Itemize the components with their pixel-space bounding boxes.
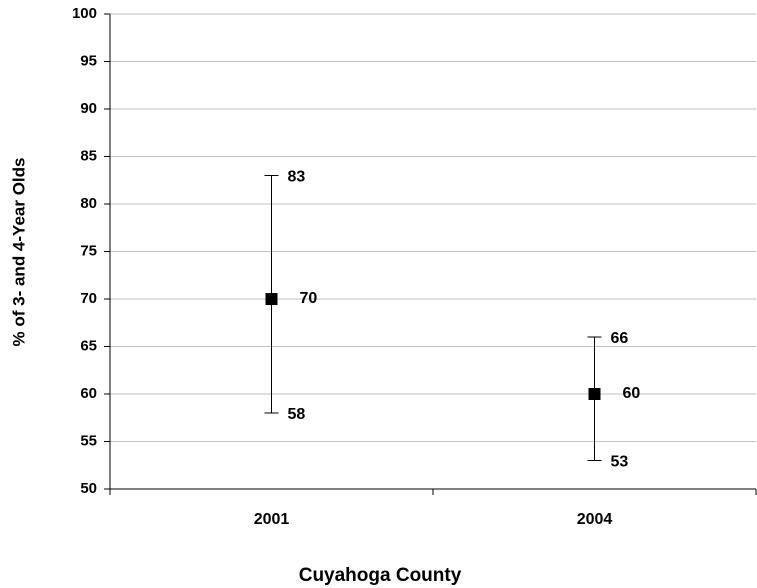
marker: [265, 293, 278, 305]
value-label: 60: [623, 385, 641, 402]
high-label: 66: [611, 330, 629, 347]
y-tick-label: 50: [80, 480, 97, 497]
y-tick-label: 75: [80, 242, 97, 259]
high-label: 83: [288, 169, 306, 186]
y-tick-label: 80: [80, 195, 97, 212]
x-axis-title: Cuyahoga County: [299, 565, 462, 586]
y-tick-label: 95: [80, 52, 97, 69]
low-label: 58: [288, 406, 306, 423]
y-tick-label: 65: [80, 337, 97, 354]
y-tick-label: 90: [80, 100, 97, 117]
x-tick-label: 2001: [254, 511, 290, 528]
y-axis-title: % of 3- and 4-Year Olds: [9, 158, 28, 347]
low-label: 53: [611, 454, 629, 471]
y-tick-label: 100: [72, 5, 97, 22]
marker: [588, 388, 601, 400]
y-tick-label: 55: [80, 432, 97, 449]
y-tick-label: 70: [80, 290, 97, 307]
y-tick-label: 85: [80, 147, 97, 164]
y-tick-label: 60: [80, 385, 97, 402]
value-label: 70: [300, 290, 318, 307]
x-tick-label: 2004: [577, 511, 613, 528]
